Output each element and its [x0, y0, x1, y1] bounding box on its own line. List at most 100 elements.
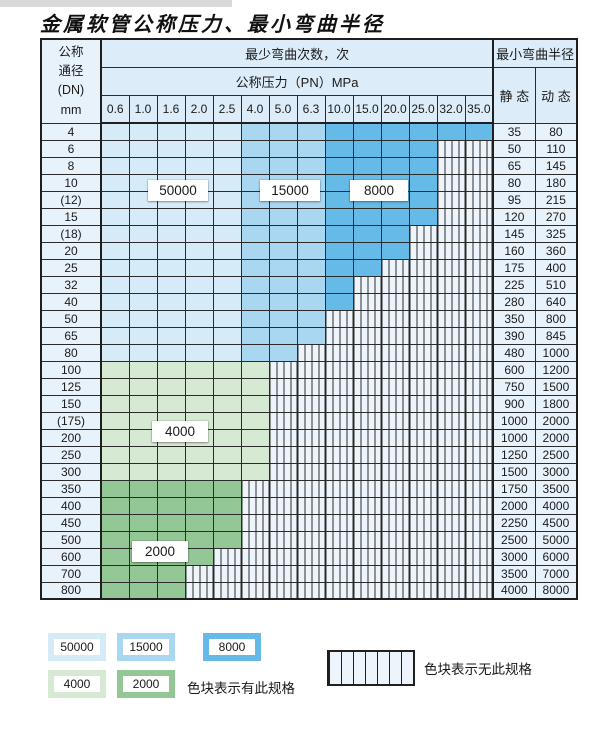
spec-unavailable-cell	[352, 530, 382, 549]
spec-available-cell	[128, 581, 158, 600]
spec-unavailable-cell	[464, 156, 494, 175]
spec-available-cell	[212, 530, 242, 549]
zone-label-50000: 50000	[148, 180, 208, 201]
spec-unavailable-cell	[436, 156, 466, 175]
spec-available-cell	[128, 343, 158, 362]
spec-available-cell	[408, 190, 438, 209]
dn-cell: 6	[40, 139, 102, 158]
dn-cell: 100	[40, 360, 102, 379]
spec-available-cell	[128, 462, 158, 481]
spec-unavailable-cell	[408, 224, 438, 243]
spec-available-cell	[100, 530, 130, 549]
spec-available-cell	[212, 156, 242, 175]
pressure-column-header: 25.0	[408, 94, 438, 124]
table-row: 350 1750 3500	[40, 479, 578, 498]
spec-available-cell	[184, 547, 214, 566]
header-row-3: 0.6 1.0 1.6 2.0 2.5 4.0 5.0 6.3 10.0 15.0 20.0 25.0…	[41, 94, 577, 124]
spec-unavailable-cell	[240, 530, 270, 549]
spec-available-cell	[296, 207, 326, 226]
spec-available-cell	[100, 462, 130, 481]
spec-available-cell	[380, 224, 410, 243]
spec-available-cell	[100, 360, 130, 379]
spec-available-cell	[240, 241, 270, 260]
spec-available-cell	[436, 122, 466, 141]
spec-available-cell	[100, 394, 130, 413]
spec-available-cell	[128, 360, 158, 379]
spec-available-cell	[212, 309, 242, 328]
static-radius-cell: 1500	[492, 462, 536, 481]
spec-unavailable-cell	[296, 445, 326, 464]
dn-cell: 20	[40, 241, 102, 260]
spec-available-cell	[184, 156, 214, 175]
spec-unavailable-cell	[296, 377, 326, 396]
table-row: 200 1000 2000	[40, 428, 578, 447]
spec-available-cell	[240, 343, 270, 362]
spec-unavailable-cell	[464, 190, 494, 209]
spec-available-cell	[128, 394, 158, 413]
spec-available-cell	[296, 275, 326, 294]
spec-unavailable-cell	[324, 411, 354, 430]
spec-available-cell	[324, 207, 354, 226]
dynamic-radius-cell: 1800	[534, 394, 578, 413]
spec-available-cell	[212, 292, 242, 311]
spec-unavailable-cell	[464, 513, 494, 532]
spec-unavailable-cell	[408, 581, 438, 600]
dynamic-radius-cell: 80	[534, 122, 578, 141]
spec-available-cell	[240, 462, 270, 481]
spec-unavailable-cell	[380, 462, 410, 481]
spec-available-cell	[128, 564, 158, 583]
dynamic-radius-cell: 215	[534, 190, 578, 209]
table-row: 65 390 845	[40, 326, 578, 345]
dynamic-radius-cell: 270	[534, 207, 578, 226]
static-radius-cell: 1000	[492, 411, 536, 430]
spec-unavailable-cell	[464, 394, 494, 413]
spec-available-cell	[156, 445, 186, 464]
spec-unavailable-cell	[380, 275, 410, 294]
spec-available-cell	[324, 122, 354, 141]
spec-available-cell	[324, 275, 354, 294]
dn-cell: 500	[40, 530, 102, 549]
spec-unavailable-cell	[436, 258, 466, 277]
spec-unavailable-cell	[380, 394, 410, 413]
spec-unavailable-cell	[324, 462, 354, 481]
spec-available-cell	[240, 411, 270, 430]
spec-unavailable-cell	[324, 445, 354, 464]
spec-available-cell	[100, 479, 130, 498]
spec-available-cell	[380, 241, 410, 260]
spec-unavailable-cell	[436, 581, 466, 600]
radius-header-cell: 最小弯曲半径	[492, 38, 578, 68]
legend-swatch-label: 2000	[132, 677, 160, 691]
legend-swatch-50000: 50000	[48, 633, 106, 661]
static-radius-cell: 50	[492, 139, 536, 158]
spec-available-cell	[156, 513, 186, 532]
spec-available-cell	[380, 156, 410, 175]
spec-unavailable-cell	[380, 292, 410, 311]
spec-available-cell	[156, 309, 186, 328]
spec-available-cell	[380, 122, 410, 141]
spec-unavailable-cell	[464, 428, 494, 447]
spec-unavailable-cell	[380, 343, 410, 362]
dynamic-radius-cell: 8000	[534, 581, 578, 600]
spec-available-cell	[156, 292, 186, 311]
table-row: 800 4000 8000	[40, 581, 578, 600]
spec-unavailable-cell	[296, 547, 326, 566]
spec-unavailable-cell	[352, 513, 382, 532]
pressure-column-header: 32.0	[436, 94, 466, 124]
pressure-header-cell: 公称压力（PN）MPa	[99, 66, 494, 96]
spec-available-cell	[100, 139, 130, 158]
spec-unavailable-cell	[296, 360, 326, 379]
dn-cell: 450	[40, 513, 102, 532]
spec-unavailable-cell	[296, 343, 326, 362]
spec-available-cell	[268, 156, 298, 175]
dn-header-line: 通径	[58, 63, 84, 78]
pressure-column-header: 6.3	[296, 94, 326, 124]
spec-unavailable-cell	[408, 462, 438, 481]
spec-unavailable-cell	[436, 479, 466, 498]
spec-unavailable-cell	[464, 258, 494, 277]
static-radius-cell: 145	[492, 224, 536, 243]
spec-unavailable-cell	[268, 581, 298, 600]
dynamic-radius-cell: 640	[534, 292, 578, 311]
pressure-column-header: 5.0	[268, 94, 298, 124]
spec-unavailable-cell	[268, 513, 298, 532]
spec-unavailable-cell	[324, 496, 354, 515]
